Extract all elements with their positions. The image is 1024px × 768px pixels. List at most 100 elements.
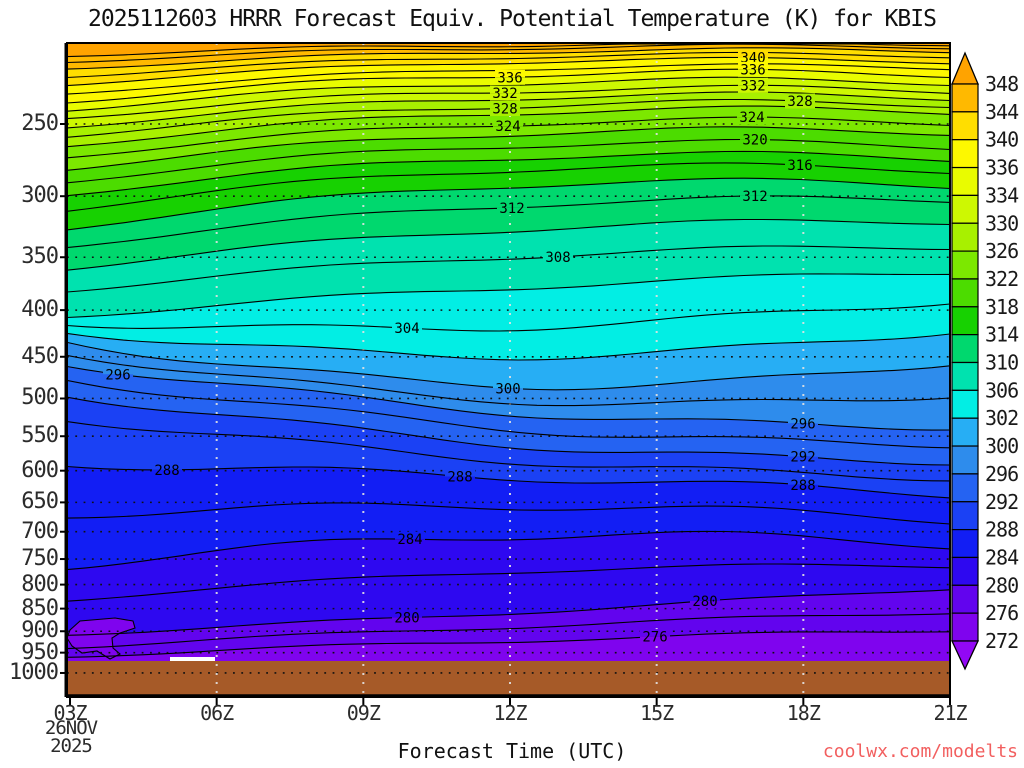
contour-label-bg — [640, 636, 670, 645]
theta-e-band — [67, 44, 950, 70]
theta-e-band — [67, 531, 950, 636]
contour-line-286 — [66, 502, 951, 525]
colorbar-segment — [951, 417, 979, 447]
contour-label-bg — [152, 469, 182, 478]
contour-label-bg — [493, 380, 523, 389]
contour-label-bg — [788, 423, 818, 431]
contour-label: 296 — [790, 416, 815, 432]
date-line-2: 2025 — [50, 735, 93, 757]
contour-label: 292 — [790, 450, 815, 466]
colorbar-label: 302 — [985, 406, 1018, 430]
contour-line-340 — [66, 56, 951, 87]
contour-label: 280 — [394, 610, 419, 626]
credit-link[interactable]: coolwx.com/modelts — [822, 741, 1018, 762]
pressure-tick-label: 1000 — [9, 659, 59, 685]
colorbar-label: 348 — [985, 72, 1018, 96]
colorbar-label: 280 — [985, 573, 1018, 597]
ground-band — [67, 661, 950, 697]
contour-label-bg — [785, 93, 815, 102]
time-tick-label: 21Z — [933, 701, 967, 725]
pressure-tick-label: 350 — [21, 244, 59, 270]
contour-label-bg — [392, 328, 422, 336]
theta-e-band — [67, 219, 950, 318]
contour-line-302 — [66, 332, 951, 361]
contour-line-294 — [66, 379, 951, 449]
contour-label-bg — [497, 200, 527, 208]
theta-e-band — [67, 178, 950, 271]
contour-label: 324 — [495, 119, 520, 135]
time-tick-label: 15Z — [640, 701, 674, 725]
contour-label: 280 — [692, 594, 717, 610]
colorbar-segment — [951, 166, 979, 197]
colorbar-label: 326 — [985, 239, 1018, 263]
contour-label-bg — [395, 531, 425, 540]
contour-line-320 — [66, 138, 951, 184]
contour-label-bg — [495, 77, 525, 85]
contour-label-bg — [640, 629, 670, 637]
colorbar-label: 288 — [985, 518, 1018, 542]
theta-e-band — [67, 589, 950, 658]
contour-label-bg — [497, 207, 527, 216]
colorbar-segment — [951, 612, 979, 642]
pressure-tick-label: 850 — [21, 595, 59, 621]
colorbar-label: 344 — [985, 100, 1019, 124]
contour-line-282 — [66, 563, 951, 602]
pressure-tick-label: 900 — [21, 618, 59, 644]
contour-label-bg — [738, 85, 768, 93]
theta-e-band — [67, 43, 950, 57]
contour-label-bg — [788, 477, 818, 485]
contour-label: 324 — [739, 110, 764, 126]
contour-label-bg — [543, 256, 573, 265]
contour-label-bg — [788, 449, 818, 457]
time-tick-label: 09Z — [346, 701, 381, 725]
contour-label-bg — [738, 57, 768, 66]
contour-label-bg — [738, 61, 768, 70]
colorbar-segment — [951, 250, 979, 280]
colorbar-label: 340 — [985, 128, 1018, 152]
contour-label-bg — [392, 617, 422, 625]
theta-e-band — [67, 151, 950, 230]
contour-line-334 — [66, 76, 951, 112]
contour-line-314 — [66, 177, 951, 231]
contour-line-310 — [66, 218, 951, 271]
time-tick-label: 18Z — [786, 701, 821, 725]
contour-label-bg — [445, 476, 475, 485]
contour-label-bg — [788, 415, 818, 424]
contour-label: 328 — [787, 94, 812, 110]
contour-line-346 — [66, 43, 951, 64]
pressure-tick-label: 550 — [21, 423, 59, 449]
contour-label: 332 — [740, 78, 765, 94]
pressure-tick-label: 750 — [21, 546, 59, 572]
colorbar-label: 276 — [985, 601, 1018, 625]
contour-line-342 — [66, 51, 951, 79]
contour-label-bg — [103, 374, 133, 382]
contour-label: 332 — [492, 86, 517, 102]
pressure-tick-label: 950 — [21, 639, 59, 665]
colorbar-segment — [951, 389, 979, 419]
contour-line-298 — [66, 354, 951, 407]
contour-line-344 — [66, 47, 951, 70]
time-tick-label: 06Z — [200, 701, 234, 725]
colorbar-label: 330 — [985, 211, 1018, 235]
contour-label-bg — [740, 188, 770, 196]
contour-line-284 — [66, 530, 951, 571]
theta-e-band — [67, 466, 950, 570]
contour-label: 336 — [740, 62, 765, 78]
contour-label-bg — [490, 108, 520, 117]
theta-e-band — [67, 92, 950, 147]
contour-label: 304 — [394, 321, 419, 337]
colorbar-label: 336 — [985, 156, 1018, 180]
contour-label-bg — [738, 77, 768, 86]
contour-label-bg — [493, 388, 523, 396]
contour-label: 276 — [642, 630, 667, 646]
theta-e-band — [67, 342, 950, 431]
contour-label-bg — [493, 118, 523, 127]
contour-label-bg — [785, 101, 815, 109]
white-patch — [170, 657, 215, 661]
theta-e-band — [67, 366, 950, 465]
colorbar-label: 296 — [985, 462, 1018, 486]
contour-label: 288 — [154, 463, 179, 479]
pressure-tick-label: 650 — [21, 489, 59, 515]
contour-label-bg — [495, 69, 525, 78]
pressure-tick-label: 250 — [21, 111, 59, 136]
